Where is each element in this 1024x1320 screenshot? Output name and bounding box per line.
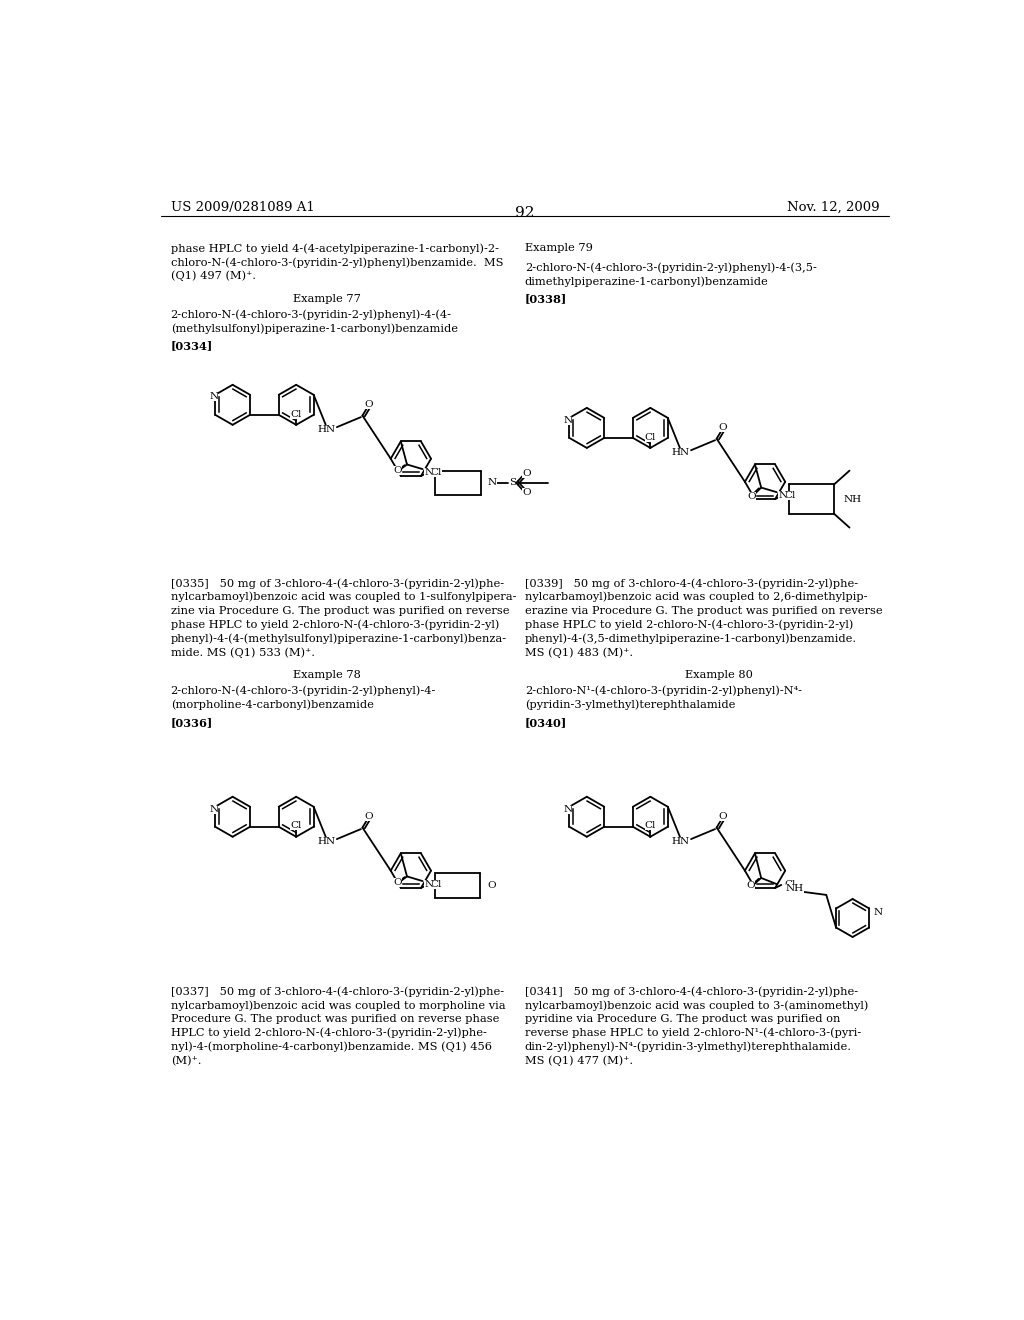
Text: S: S <box>509 478 516 487</box>
Text: N: N <box>209 392 218 401</box>
Text: MS (Q1) 483 (M)⁺.: MS (Q1) 483 (M)⁺. <box>524 647 633 657</box>
Text: mide. MS (Q1) 533 (M)⁺.: mide. MS (Q1) 533 (M)⁺. <box>171 647 314 657</box>
Text: N: N <box>487 478 497 487</box>
Text: nylcarbamoyl)benzoic acid was coupled to 1-sulfonylpipera-: nylcarbamoyl)benzoic acid was coupled to… <box>171 591 516 602</box>
Text: O: O <box>522 469 530 478</box>
Text: phase HPLC to yield 2-chloro-N-(4-chloro-3-(pyridin-2-yl): phase HPLC to yield 2-chloro-N-(4-chloro… <box>171 619 499 630</box>
Text: HN: HN <box>317 837 335 846</box>
Text: (Q1) 497 (M)⁺.: (Q1) 497 (M)⁺. <box>171 271 256 281</box>
Text: N: N <box>424 467 433 477</box>
Text: O: O <box>746 882 755 890</box>
Text: phase HPLC to yield 4-(4-acetylpiperazine-1-carbonyl)-2-: phase HPLC to yield 4-(4-acetylpiperazin… <box>171 243 499 253</box>
Text: N: N <box>424 879 433 888</box>
Text: Nov. 12, 2009: Nov. 12, 2009 <box>787 201 880 214</box>
Text: phenyl)-4-(4-(methylsulfonyl)piperazine-1-carbonyl)benza-: phenyl)-4-(4-(methylsulfonyl)piperazine-… <box>171 634 507 644</box>
Text: dimethylpiperazine-1-carbonyl)benzamide: dimethylpiperazine-1-carbonyl)benzamide <box>524 276 769 286</box>
Text: Cl: Cl <box>645 821 656 830</box>
Text: N: N <box>873 908 883 917</box>
Text: O: O <box>748 492 756 502</box>
Text: Cl: Cl <box>784 491 796 500</box>
Text: Example 79: Example 79 <box>524 243 593 253</box>
Text: [0335]   50 mg of 3-chloro-4-(4-chloro-3-(pyridin-2-yl)phe-: [0335] 50 mg of 3-chloro-4-(4-chloro-3-(… <box>171 578 504 589</box>
Text: pyridine via Procedure G. The product was purified on: pyridine via Procedure G. The product wa… <box>524 1014 840 1024</box>
Text: phase HPLC to yield 2-chloro-N-(4-chloro-3-(pyridin-2-yl): phase HPLC to yield 2-chloro-N-(4-chloro… <box>524 619 853 630</box>
Text: O: O <box>365 400 373 409</box>
Text: N: N <box>209 805 218 813</box>
Text: (pyridin-3-ylmethyl)terephthalamide: (pyridin-3-ylmethyl)terephthalamide <box>524 700 735 710</box>
Text: O: O <box>365 812 373 821</box>
Text: Cl: Cl <box>784 879 796 888</box>
Text: NH: NH <box>844 495 861 504</box>
Text: O: O <box>719 812 727 821</box>
Text: N: N <box>563 805 572 813</box>
Text: zine via Procedure G. The product was purified on reverse: zine via Procedure G. The product was pu… <box>171 606 509 615</box>
Text: erazine via Procedure G. The product was purified on reverse: erazine via Procedure G. The product was… <box>524 606 883 615</box>
Text: phenyl)-4-(3,5-dimethylpiperazine-1-carbonyl)benzamide.: phenyl)-4-(3,5-dimethylpiperazine-1-carb… <box>524 634 857 644</box>
Text: Cl: Cl <box>430 879 441 888</box>
Text: O: O <box>393 878 402 887</box>
Text: reverse phase HPLC to yield 2-chloro-N¹-(4-chloro-3-(pyri-: reverse phase HPLC to yield 2-chloro-N¹-… <box>524 1028 861 1039</box>
Text: chloro-N-(4-chloro-3-(pyridin-2-yl)phenyl)benzamide.  MS: chloro-N-(4-chloro-3-(pyridin-2-yl)pheny… <box>171 257 503 268</box>
Text: [0339]   50 mg of 3-chloro-4-(4-chloro-3-(pyridin-2-yl)phe-: [0339] 50 mg of 3-chloro-4-(4-chloro-3-(… <box>524 578 858 589</box>
Text: 2-chloro-N-(4-chloro-3-(pyridin-2-yl)phenyl)-4-(4-: 2-chloro-N-(4-chloro-3-(pyridin-2-yl)phe… <box>171 309 452 319</box>
Text: nylcarbamoyl)benzoic acid was coupled to morpholine via: nylcarbamoyl)benzoic acid was coupled to… <box>171 1001 505 1011</box>
Text: Cl: Cl <box>645 433 656 442</box>
Text: Cl: Cl <box>291 821 302 830</box>
Text: 2-chloro-N-(4-chloro-3-(pyridin-2-yl)phenyl)-4-(3,5-: 2-chloro-N-(4-chloro-3-(pyridin-2-yl)phe… <box>524 263 817 273</box>
Text: Example 80: Example 80 <box>685 671 753 680</box>
Text: HN: HN <box>672 837 689 846</box>
Text: NH: NH <box>786 884 804 894</box>
Text: [0336]: [0336] <box>171 717 213 727</box>
Text: 2-chloro-N¹-(4-chloro-3-(pyridin-2-yl)phenyl)-N⁴-: 2-chloro-N¹-(4-chloro-3-(pyridin-2-yl)ph… <box>524 686 802 697</box>
Text: Cl: Cl <box>291 409 302 418</box>
Text: Example 77: Example 77 <box>293 294 361 304</box>
Text: 2-chloro-N-(4-chloro-3-(pyridin-2-yl)phenyl)-4-: 2-chloro-N-(4-chloro-3-(pyridin-2-yl)phe… <box>171 686 436 697</box>
Text: US 2009/0281089 A1: US 2009/0281089 A1 <box>171 201 314 214</box>
Text: HN: HN <box>672 447 689 457</box>
Text: Procedure G. The product was purified on reverse phase: Procedure G. The product was purified on… <box>171 1014 499 1024</box>
Text: Cl: Cl <box>430 467 441 477</box>
Text: din-2-yl)phenyl)-N⁴-(pyridin-3-ylmethyl)terephthalamide.: din-2-yl)phenyl)-N⁴-(pyridin-3-ylmethyl)… <box>524 1041 852 1052</box>
Text: MS (Q1) 477 (M)⁺.: MS (Q1) 477 (M)⁺. <box>524 1056 633 1067</box>
Text: [0337]   50 mg of 3-chloro-4-(4-chloro-3-(pyridin-2-yl)phe-: [0337] 50 mg of 3-chloro-4-(4-chloro-3-(… <box>171 986 504 997</box>
Text: HN: HN <box>317 425 335 434</box>
Text: [0338]: [0338] <box>524 293 567 304</box>
Text: Example 78: Example 78 <box>293 671 361 680</box>
Text: O: O <box>487 882 497 890</box>
Text: HPLC to yield 2-chloro-N-(4-chloro-3-(pyridin-2-yl)phe-: HPLC to yield 2-chloro-N-(4-chloro-3-(py… <box>171 1028 486 1039</box>
Text: nylcarbamoyl)benzoic acid was coupled to 3-(aminomethyl): nylcarbamoyl)benzoic acid was coupled to… <box>524 1001 868 1011</box>
Text: (morpholine-4-carbonyl)benzamide: (morpholine-4-carbonyl)benzamide <box>171 700 374 710</box>
Text: (M)⁺.: (M)⁺. <box>171 1056 201 1065</box>
Text: nyl)-4-(morpholine-4-carbonyl)benzamide. MS (Q1) 456: nyl)-4-(morpholine-4-carbonyl)benzamide.… <box>171 1041 492 1052</box>
Text: O: O <box>719 424 727 433</box>
Text: N: N <box>563 416 572 425</box>
Text: O: O <box>393 466 402 475</box>
Text: (methylsulfonyl)piperazine-1-carbonyl)benzamide: (methylsulfonyl)piperazine-1-carbonyl)be… <box>171 323 458 334</box>
Text: 92: 92 <box>515 206 535 220</box>
Text: [0340]: [0340] <box>524 717 567 727</box>
Text: O: O <box>522 487 530 496</box>
Text: nylcarbamoyl)benzoic acid was coupled to 2,6-dimethylpip-: nylcarbamoyl)benzoic acid was coupled to… <box>524 591 867 602</box>
Text: N: N <box>778 491 787 500</box>
Text: [0341]   50 mg of 3-chloro-4-(4-chloro-3-(pyridin-2-yl)phe-: [0341] 50 mg of 3-chloro-4-(4-chloro-3-(… <box>524 986 858 997</box>
Text: [0334]: [0334] <box>171 341 213 351</box>
